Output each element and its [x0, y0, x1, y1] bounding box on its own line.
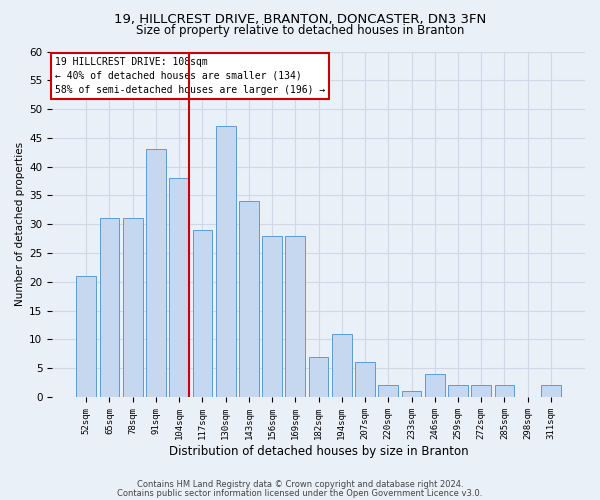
Bar	[169, 178, 189, 397]
Bar	[379, 386, 398, 397]
Text: Size of property relative to detached houses in Branton: Size of property relative to detached ho…	[136, 24, 464, 37]
Bar	[262, 236, 282, 397]
Text: 19, HILLCREST DRIVE, BRANTON, DONCASTER, DN3 3FN: 19, HILLCREST DRIVE, BRANTON, DONCASTER,…	[114, 12, 486, 26]
Y-axis label: Number of detached properties: Number of detached properties	[15, 142, 25, 306]
Bar	[100, 218, 119, 397]
Bar	[286, 236, 305, 397]
X-axis label: Distribution of detached houses by size in Branton: Distribution of detached houses by size …	[169, 444, 469, 458]
Bar	[448, 386, 468, 397]
Bar	[239, 201, 259, 397]
Bar	[401, 391, 421, 397]
Bar	[123, 218, 143, 397]
Bar	[76, 276, 96, 397]
Bar	[193, 230, 212, 397]
Bar	[216, 126, 236, 397]
Bar	[146, 150, 166, 397]
Bar	[355, 362, 375, 397]
Text: 19 HILLCREST DRIVE: 108sqm
← 40% of detached houses are smaller (134)
58% of sem: 19 HILLCREST DRIVE: 108sqm ← 40% of deta…	[55, 56, 325, 94]
Bar	[425, 374, 445, 397]
Bar	[332, 334, 352, 397]
Bar	[472, 386, 491, 397]
Text: Contains public sector information licensed under the Open Government Licence v3: Contains public sector information licen…	[118, 488, 482, 498]
Bar	[541, 386, 561, 397]
Bar	[308, 356, 328, 397]
Bar	[494, 386, 514, 397]
Text: Contains HM Land Registry data © Crown copyright and database right 2024.: Contains HM Land Registry data © Crown c…	[137, 480, 463, 489]
